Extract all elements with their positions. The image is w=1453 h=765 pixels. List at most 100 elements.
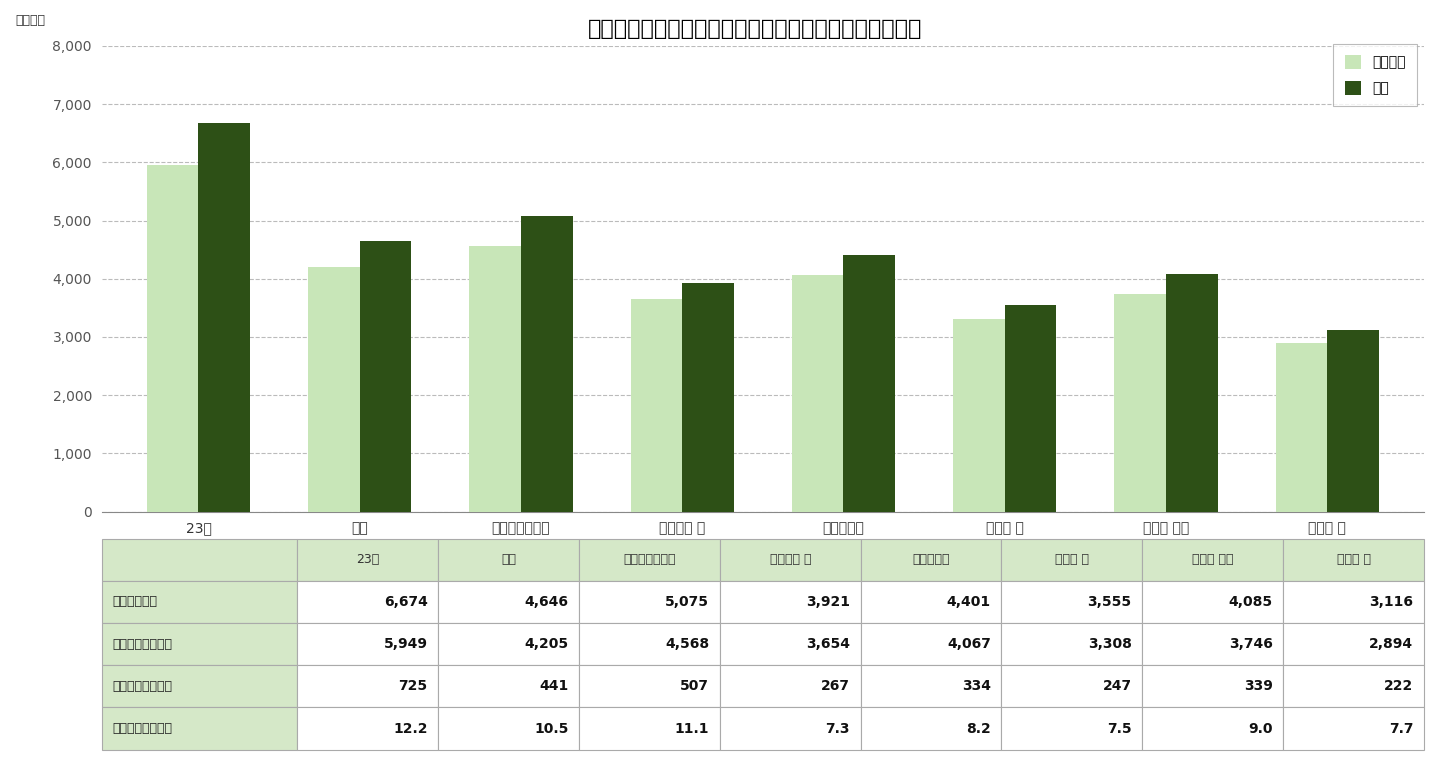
Text: 247: 247 [1103,679,1132,693]
Bar [1165,274,1218,512]
Text: 7.7: 7.7 [1389,721,1414,736]
Bar [719,666,860,708]
Bar [1142,539,1283,581]
Bar [1283,539,1424,581]
Text: 埼玉県 他: 埼玉県 他 [1055,553,1088,566]
Bar [719,623,860,666]
Text: 当月（万円）: 当月（万円） [112,595,157,608]
Text: 334: 334 [962,679,991,693]
Text: 横浜市・川崎市: 横浜市・川崎市 [623,553,676,566]
Text: 7.3: 7.3 [825,721,850,736]
Bar [1283,666,1424,708]
Text: 12.2: 12.2 [394,721,427,736]
Text: 3,116: 3,116 [1369,595,1414,609]
Bar [102,623,298,666]
Bar [719,708,860,750]
Text: 千葉県 西部: 千葉県 西部 [1191,553,1234,566]
Bar [360,241,411,512]
Text: （万円）: （万円） [16,15,45,28]
Bar [1001,623,1142,666]
Bar [1001,666,1142,708]
Text: 2,894: 2,894 [1369,637,1414,651]
Bar [1001,539,1142,581]
Bar [580,581,719,623]
Bar [102,581,298,623]
Text: 222: 222 [1385,679,1414,693]
Bar [522,216,572,512]
Text: 339: 339 [1244,679,1273,693]
Bar [1004,304,1056,512]
Text: さいたま市: さいたま市 [912,553,950,566]
Bar [298,539,439,581]
Bar [1327,330,1379,512]
Text: 3,746: 3,746 [1229,637,1273,651]
Bar [439,708,580,750]
Bar [843,256,895,512]
Bar [1283,623,1424,666]
Bar [683,283,734,512]
Bar [298,708,439,750]
Bar [860,539,1001,581]
Text: 4,205: 4,205 [525,637,568,651]
Bar [469,246,522,512]
Text: 前年差額（万円）: 前年差額（万円） [112,680,173,693]
Text: 9.0: 9.0 [1248,721,1273,736]
Text: 都下: 都下 [501,553,516,566]
Text: 4,085: 4,085 [1228,595,1273,609]
Bar [860,623,1001,666]
Text: 3,654: 3,654 [806,637,850,651]
Bar [1142,666,1283,708]
Bar [147,165,199,512]
Text: 23区: 23区 [356,553,379,566]
Bar [1142,623,1283,666]
Bar [199,123,250,512]
Bar [1142,708,1283,750]
Text: 前年同月比（％）: 前年同月比（％） [112,722,173,735]
Text: 7.5: 7.5 [1107,721,1132,736]
Text: 507: 507 [680,679,709,693]
Bar [102,708,298,750]
Text: 725: 725 [398,679,427,693]
Bar [1142,581,1283,623]
Text: ＜図表１＞　首都圏８エリアの平均価格（前年同月比）: ＜図表１＞ 首都圏８エリアの平均価格（前年同月比） [588,19,923,39]
Bar [102,539,298,581]
Bar [953,319,1004,512]
Text: 4,646: 4,646 [525,595,568,609]
Text: 3,555: 3,555 [1088,595,1132,609]
Bar [1114,294,1165,512]
Legend: 前年同月, 当月: 前年同月, 当月 [1334,44,1417,106]
Bar [719,581,860,623]
Text: 4,401: 4,401 [947,595,991,609]
Bar [1276,343,1327,512]
Bar [102,666,298,708]
Bar [439,666,580,708]
Bar [860,581,1001,623]
Text: 千葉県 他: 千葉県 他 [1337,553,1370,566]
Text: 267: 267 [821,679,850,693]
Bar [580,539,719,581]
Bar [580,708,719,750]
Text: 3,921: 3,921 [806,595,850,609]
Bar [1283,581,1424,623]
Text: 11.1: 11.1 [674,721,709,736]
Bar [792,275,843,512]
Text: 4,067: 4,067 [947,637,991,651]
Text: 8.2: 8.2 [966,721,991,736]
Bar [1001,708,1142,750]
Text: 3,308: 3,308 [1088,637,1132,651]
Text: 4,568: 4,568 [665,637,709,651]
Text: 441: 441 [539,679,568,693]
Bar [860,666,1001,708]
Bar [439,539,580,581]
Bar [580,623,719,666]
Bar [439,623,580,666]
Text: 5,949: 5,949 [384,637,427,651]
Bar [298,581,439,623]
Bar [580,666,719,708]
Text: 5,075: 5,075 [665,595,709,609]
Bar [860,708,1001,750]
Text: 神奈川県 他: 神奈川県 他 [770,553,811,566]
Bar [1001,581,1142,623]
Bar [298,666,439,708]
Bar [439,581,580,623]
